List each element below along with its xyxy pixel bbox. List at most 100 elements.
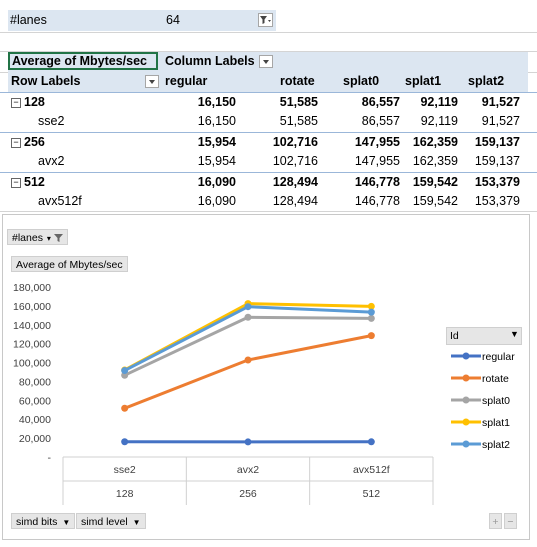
data-point-splat2 [244, 303, 252, 311]
legend-item-splat0[interactable]: splat0 [451, 395, 510, 407]
gridline [0, 51, 537, 52]
series-line-splat0 [124, 315, 372, 377]
legend-label: splat0 [482, 395, 511, 407]
data-point-splat2 [121, 367, 129, 375]
row-label-text: 256 [24, 135, 45, 149]
legend-item-regular[interactable]: regular [451, 351, 515, 363]
collapse-icon[interactable]: − [11, 98, 21, 108]
series-line-rotate [124, 334, 372, 410]
pivot-value-cell: 146,778 [354, 175, 400, 189]
collapse-icon[interactable]: − [11, 138, 21, 148]
value-field-label: Average of Mbytes/sec [16, 259, 123, 271]
chevron-down-icon: ▼ [132, 518, 141, 527]
pivot-value-cell: 16,090 [197, 194, 236, 208]
legend-marker [451, 440, 481, 448]
legend-label: regular [482, 351, 515, 363]
y-tick-label: 100,000 [13, 358, 51, 370]
column-header: splat0 [343, 74, 380, 88]
pivot-value-cell: 153,379 [474, 175, 520, 189]
x-group-label: 512 [363, 488, 381, 500]
simd-level-label: simd level [81, 516, 128, 528]
legend-item-splat1[interactable]: splat1 [451, 417, 510, 429]
data-point-splat0 [244, 313, 252, 321]
data-point-rotate [244, 356, 252, 364]
column-labels-header: Column Labels [165, 54, 255, 68]
pivot-value-cell: 153,379 [474, 194, 520, 208]
pivot-value-cell: 51,585 [279, 95, 318, 109]
pivot-value-cell: 159,137 [474, 135, 520, 149]
y-tick-label: - [48, 452, 52, 464]
chevron-down-icon: ▼ [62, 518, 71, 527]
pivot-value-cell: 162,359 [412, 154, 458, 168]
row-label-text: avx512f [38, 194, 82, 208]
legend-marker [451, 352, 481, 360]
row-labels-dropdown[interactable] [145, 75, 159, 88]
pivot-row: sse2 16,150 51,585 86,557 92,119 91,527 [0, 112, 537, 132]
pivot-value-cell: 147,955 [354, 154, 400, 168]
pivot-value-cell: 15,954 [197, 154, 236, 168]
value-header: Average of Mbytes/sec [12, 54, 148, 68]
column-header: splat2 [468, 74, 505, 88]
row-label: avx2 [38, 154, 64, 168]
data-point-regular [244, 438, 252, 446]
pivot-row: avx512f 16,090 128,494 146,778 159,542 153,37… [0, 192, 537, 212]
row-label[interactable]: −256 [11, 135, 45, 149]
data-point-regular [121, 438, 129, 446]
x-tick-label: avx2 [237, 464, 259, 476]
chevron-down-icon: ▼ [510, 329, 519, 339]
funnel-icon [53, 234, 63, 242]
row-labels-header: Row Labels [11, 74, 81, 88]
column-header: regular [165, 74, 208, 88]
legend-title: Id [450, 330, 459, 342]
pivot-group-row: −128 16,150 51,585 86,557 92,119 91,527 [0, 92, 537, 113]
pivot-value-cell: 86,557 [361, 95, 400, 109]
pivot-value-cell: 16,150 [197, 95, 236, 109]
column-labels-dropdown[interactable] [259, 55, 273, 68]
legend-label: splat2 [482, 439, 511, 451]
pivot-group-row: −512 16,090 128,494 146,778 159,542 153,379 [0, 172, 537, 193]
pivot-chart[interactable]: #lanes ▾ Average of Mbytes/sec - 20,000 40… [2, 214, 530, 540]
y-tick-label: 80,000 [19, 376, 51, 388]
collapse-field-button[interactable]: − [504, 513, 517, 529]
plot-area: - 20,000 40,000 60,000 80,000 100,000 120,000 1… [13, 282, 434, 505]
column-header: rotate [280, 74, 315, 88]
expand-field-button[interactable]: + [489, 513, 502, 529]
row-label[interactable]: −128 [11, 95, 45, 109]
simd-bits-button[interactable]: simd bits ▼ [11, 513, 76, 529]
pivot-value-cell: 147,955 [354, 135, 400, 149]
legend-item-splat2[interactable]: splat2 [451, 439, 510, 451]
data-point-splat0 [367, 314, 375, 322]
value-header-cell[interactable]: Average of Mbytes/sec [8, 52, 158, 70]
row-label-text: sse2 [38, 114, 65, 128]
value-field-button[interactable]: Average of Mbytes/sec [11, 256, 128, 272]
legend-marker [451, 418, 481, 426]
data-point-rotate [367, 332, 375, 340]
collapse-icon[interactable]: − [11, 178, 21, 188]
row-label[interactable]: −512 [11, 175, 45, 189]
x-group-label: 128 [116, 488, 134, 500]
y-tick-label: 160,000 [13, 301, 51, 313]
data-point-splat2 [367, 308, 375, 316]
pivot-value-cell: 162,359 [412, 135, 458, 149]
pivot-value-cell: 16,150 [197, 114, 236, 128]
pivot-value-cell: 16,090 [197, 175, 236, 189]
funnel-icon [260, 16, 271, 24]
pivot-value-cell: 159,542 [412, 175, 458, 189]
chevron-down-icon: ▾ [46, 234, 51, 243]
lanes-filter-button[interactable]: #lanes ▾ [7, 229, 68, 245]
row-label-text: 512 [24, 175, 45, 189]
pivot-value-cell: 128,494 [272, 175, 318, 189]
simd-level-button[interactable]: simd level ▼ [76, 513, 146, 529]
legend-marker [451, 374, 481, 382]
pivot-value-cell: 91,527 [481, 114, 520, 128]
pivot-group-row: −256 15,954 102,716 147,955 162,359 159,137 [0, 132, 537, 153]
x-group-label: 256 [239, 488, 257, 500]
legend-title-button[interactable]: Id ▼ [446, 327, 522, 345]
pivot-value-cell: 15,954 [197, 135, 236, 149]
legend-item-rotate[interactable]: rotate [451, 373, 509, 385]
pivot-value-cell: 51,585 [279, 114, 318, 128]
row-label: avx512f [38, 194, 82, 208]
row-label-text: avx2 [38, 154, 65, 168]
filter-dropdown-button[interactable] [258, 13, 273, 27]
pivot-value-cell: 102,716 [272, 135, 318, 149]
